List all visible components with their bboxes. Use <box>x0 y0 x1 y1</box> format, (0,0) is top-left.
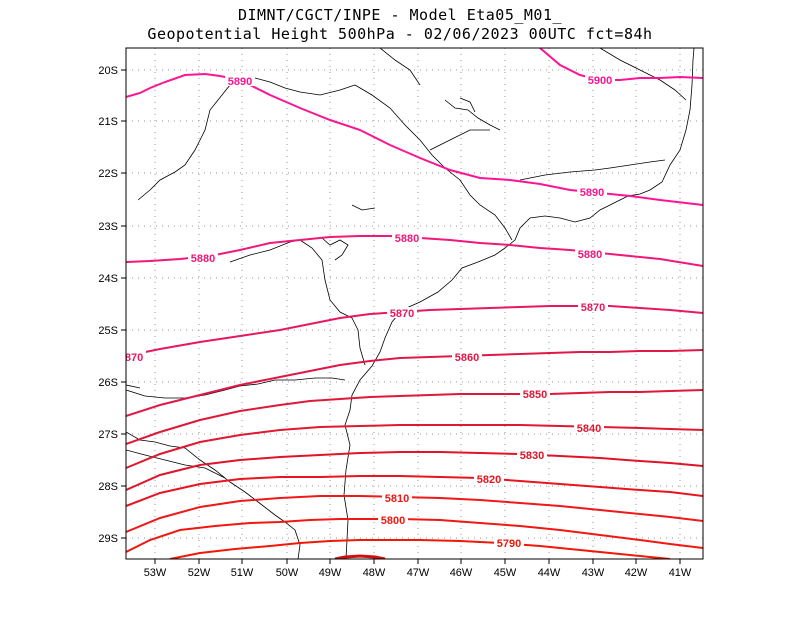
lat-tick-label: 23S <box>98 221 118 233</box>
contour-line-5810 <box>126 495 703 533</box>
title-line-1: DIMNT/CGCT/INPE - Model Eta05_M01_ <box>237 6 563 24</box>
lat-tick-label: 27S <box>98 429 118 441</box>
lon-tick-label: 43W <box>582 567 605 579</box>
contour-label-5870: 5870 <box>581 302 605 314</box>
contour-label-5870: 5870 <box>119 352 143 364</box>
lon-tick-label: 49W <box>319 567 342 579</box>
lon-tick-label: 50W <box>276 567 299 579</box>
contour-line-5860 <box>126 349 703 417</box>
lat-tick-label: 25S <box>98 325 118 337</box>
contour-label-5810: 5810 <box>385 493 409 505</box>
height-contours: 5900 5890 5890 5880 5880 5880 5870 5870 5870 5860… <box>119 48 703 559</box>
contour-label-5840: 5840 <box>577 423 601 435</box>
contour-label-5800: 5800 <box>381 515 405 527</box>
contour-label-5870: 5870 <box>390 308 414 320</box>
lat-lon-grid <box>126 48 703 559</box>
contour-line-5850 <box>126 389 703 445</box>
contour-label-5900: 5900 <box>588 75 612 87</box>
contour-label-5850: 5850 <box>523 389 547 401</box>
contour-line-edge <box>334 554 386 559</box>
lat-tick-label: 29S <box>98 533 118 545</box>
contour-line-5900 <box>539 48 703 81</box>
lat-tick-label: 21S <box>98 116 118 128</box>
lon-tick-label: 41W <box>669 567 692 579</box>
map-frame <box>125 47 704 560</box>
lon-tick-label: 51W <box>231 567 254 579</box>
contour-line-5890 <box>126 72 703 206</box>
contour-label-5860: 5860 <box>455 352 479 364</box>
contour-label-5880: 5880 <box>191 253 215 265</box>
lon-tick-label: 52W <box>188 567 211 579</box>
lon-tick-label: 42W <box>625 567 648 579</box>
lat-tick-label: 22S <box>98 168 118 180</box>
contour-label-5820: 5820 <box>477 474 501 486</box>
contour-line-5790 <box>169 539 671 559</box>
contour-label-5790: 5790 <box>497 538 521 550</box>
lat-tick-label: 24S <box>98 273 118 285</box>
lon-tick-label: 47W <box>407 567 430 579</box>
contour-line-5870 <box>126 305 703 357</box>
contour-label-5880: 5880 <box>578 249 602 261</box>
contour-line-5830 <box>126 451 703 491</box>
contour-label-5830: 5830 <box>520 450 544 462</box>
title-line-2: Geopotential Height 500hPa - 02/06/2023 … <box>147 25 653 43</box>
lon-tick-label: 46W <box>450 567 473 579</box>
lon-tick-label: 48W <box>363 567 386 579</box>
contour-label-5890: 5890 <box>228 76 252 88</box>
contour-label-5890: 5890 <box>580 187 604 199</box>
lon-tick-label: 45W <box>494 567 517 579</box>
latitude-axis: 20S 21S 22S 23S 24S 25S 26S 27S 28S 29S <box>98 65 126 545</box>
contour-line-5820 <box>126 475 703 507</box>
lat-tick-label: 20S <box>98 65 118 77</box>
lon-tick-label: 53W <box>144 567 167 579</box>
contour-label-5880: 5880 <box>395 233 419 245</box>
lat-tick-label: 28S <box>98 481 118 493</box>
lon-tick-label: 44W <box>538 567 561 579</box>
longitude-axis: 53W 52W 51W 50W 49W 48W 47W 46W 45W 44W 43W 42W 41W <box>144 559 692 579</box>
contour-line-5800 <box>126 518 703 553</box>
contour-line-5840 <box>126 424 703 469</box>
lat-tick-label: 26S <box>98 377 118 389</box>
